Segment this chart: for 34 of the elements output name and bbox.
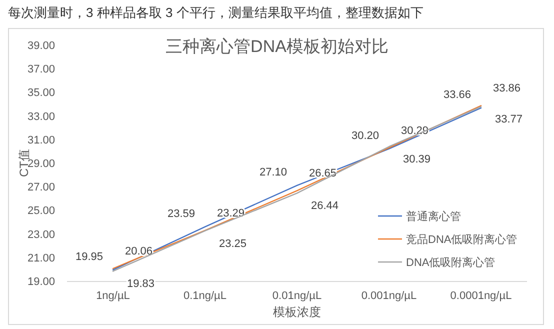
data-label: 19.83 (127, 278, 155, 290)
data-label: 33.86 (493, 82, 521, 95)
x-tick-label: 0.001ng/µL (361, 290, 417, 302)
data-label: 27.10 (259, 166, 287, 178)
y-tick-label: 23.00 (27, 228, 55, 241)
x-tick-label: 0.0001ng/µL (450, 290, 512, 302)
data-label: 33.66 (443, 89, 471, 102)
y-tick-label: 33.00 (27, 110, 55, 123)
y-tick-label: 25.00 (27, 205, 55, 218)
legend-label: 竞品DNA低吸附离心管 (406, 233, 518, 246)
legend-label: 普通离心管 (406, 210, 461, 223)
data-label: 26.44 (311, 200, 339, 212)
x-axis-title: 模板浓度 (273, 305, 321, 319)
y-tick-label: 27.00 (27, 182, 55, 194)
y-tick-label: 29.00 (27, 158, 55, 170)
chart-title: 三种离心管DNA模板初始对比 (166, 37, 388, 56)
data-label: 19.95 (75, 250, 103, 263)
y-tick-label: 35.00 (27, 87, 55, 100)
y-tick-label: 31.00 (27, 134, 55, 146)
y-tick-label: 21.00 (27, 252, 55, 264)
text: 每次测量时，3 种样品各取 3 个平行，测量结果取平均值，整理数据如下 (8, 5, 424, 20)
data-label: 23.25 (219, 238, 247, 250)
data-label: 33.77 (495, 114, 523, 126)
data-label: 20.06 (125, 245, 153, 258)
y-tick-label: 39.00 (27, 40, 55, 52)
data-label: 30.20 (351, 130, 379, 142)
legend-label: DNA低吸附离心管 (406, 256, 496, 269)
x-tick-label: 0.1ng/µL (183, 290, 227, 302)
x-tick-label: 0.01ng/µL (272, 290, 322, 302)
data-label: 30.39 (403, 154, 431, 166)
x-tick-label: 1ng/µL (96, 290, 130, 302)
y-tick-label: 37.00 (27, 64, 55, 76)
y-tick-label: 19.00 (27, 276, 55, 288)
data-label: 23.59 (167, 208, 195, 220)
